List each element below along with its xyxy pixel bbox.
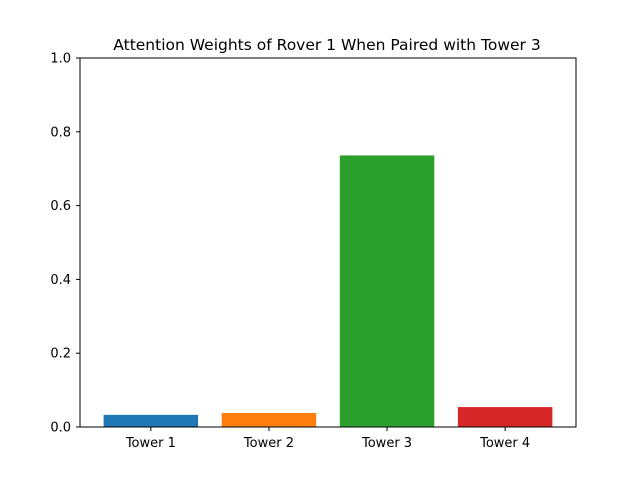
y-tick-label: 0.4 [50, 273, 71, 288]
bars-layer [103, 155, 553, 427]
y-axis: 0.0 0.2 0.4 0.6 0.8 1.0 [50, 52, 80, 436]
y-tick-label: 1.0 [50, 52, 71, 67]
x-axis: Tower 1 Tower 2 Tower 3 Tower 4 [125, 427, 530, 451]
x-tick-label: Tower 2 [243, 436, 294, 451]
bar-tower-3 [339, 155, 435, 427]
x-tick-label: Tower 4 [479, 436, 530, 451]
bar-tower-2 [221, 412, 317, 427]
chart-title: Attention Weights of Rover 1 When Paired… [113, 36, 540, 54]
bar-tower-4 [457, 407, 553, 427]
y-tick-label: 0.6 [50, 199, 71, 214]
y-tick-label: 0.0 [50, 421, 71, 436]
bar-tower-1 [103, 414, 199, 427]
y-tick-label: 0.8 [50, 125, 71, 140]
x-tick-label: Tower 1 [125, 436, 176, 451]
x-tick-label: Tower 3 [361, 436, 412, 451]
plot-frame [79, 57, 577, 428]
y-tick-label: 0.2 [50, 347, 71, 362]
